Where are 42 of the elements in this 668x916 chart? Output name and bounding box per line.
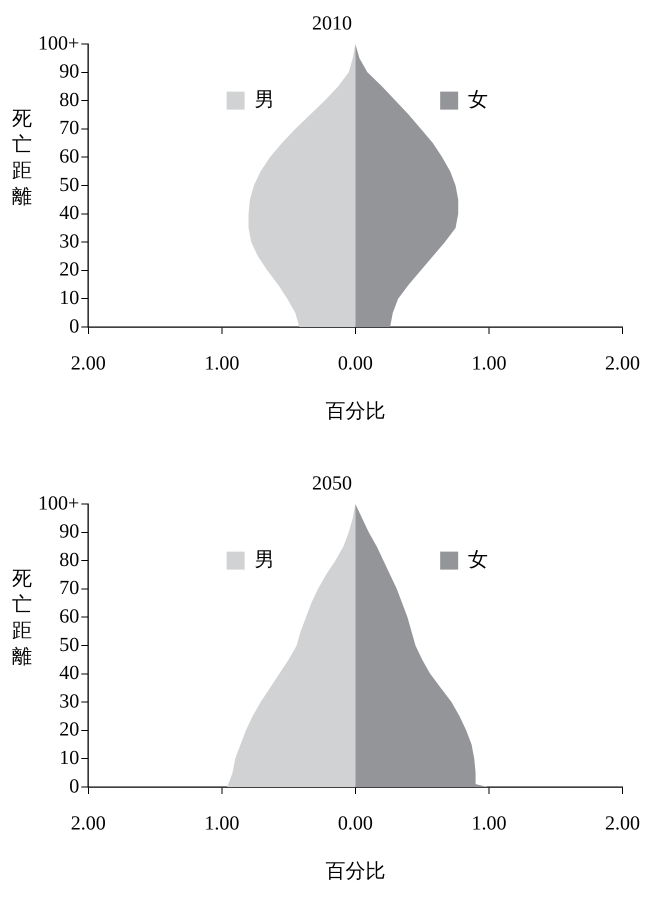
x-tick-label: 2.00 bbox=[605, 812, 640, 834]
y-tick-label: 100+ bbox=[38, 492, 80, 514]
y-tick-label: 90 bbox=[59, 60, 80, 83]
y-tick-label: 100+ bbox=[38, 32, 80, 54]
y-tick-label: 70 bbox=[59, 117, 80, 140]
legend-label: 男 bbox=[254, 88, 275, 111]
chart-title: 2050 bbox=[312, 472, 352, 494]
y-tick-label: 30 bbox=[59, 230, 80, 252]
y-tick-label: 70 bbox=[59, 577, 80, 600]
x-tick-label: 1.00 bbox=[204, 812, 240, 834]
y-tick-label: 40 bbox=[59, 202, 80, 224]
x-tick-label: 1.00 bbox=[204, 352, 240, 374]
y-tick-label: 80 bbox=[59, 548, 80, 571]
x-axis-title: 百分比 bbox=[325, 400, 386, 422]
y-axis-title: 死亡距離 bbox=[11, 567, 33, 670]
y-tick-label: 50 bbox=[59, 634, 80, 656]
y-tick-label: 0 bbox=[69, 775, 80, 798]
y-tick-label: 10 bbox=[59, 746, 80, 769]
x-tick-label: 1.00 bbox=[471, 352, 506, 374]
y-tick-label: 30 bbox=[59, 690, 80, 712]
y-tick-label: 0 bbox=[69, 315, 80, 338]
x-axis-title: 百分比 bbox=[325, 860, 386, 882]
x-tick-label: 2.00 bbox=[70, 352, 106, 374]
chart-title: 2010 bbox=[312, 12, 352, 34]
y-axis-title: 死亡距離 bbox=[11, 107, 33, 210]
y-tick-label: 20 bbox=[59, 718, 80, 741]
y-tick-label: 50 bbox=[59, 174, 80, 196]
y-tick-label: 10 bbox=[59, 286, 80, 309]
x-tick-label: 2.00 bbox=[70, 812, 106, 834]
x-tick-label: 0.00 bbox=[338, 812, 373, 834]
y-tick-label: 40 bbox=[59, 662, 80, 684]
y-tick-label: 80 bbox=[59, 88, 80, 111]
legend-label: 男 bbox=[254, 548, 275, 571]
x-tick-label: 0.00 bbox=[338, 352, 373, 374]
y-tick-label: 20 bbox=[59, 258, 80, 281]
legend-label: 女 bbox=[468, 88, 488, 111]
y-tick-label: 60 bbox=[59, 145, 80, 168]
x-tick-label: 2.00 bbox=[605, 352, 640, 374]
y-tick-label: 90 bbox=[59, 520, 80, 543]
x-tick-label: 1.00 bbox=[471, 812, 506, 834]
y-tick-label: 60 bbox=[59, 605, 80, 628]
legend-label: 女 bbox=[468, 548, 488, 571]
